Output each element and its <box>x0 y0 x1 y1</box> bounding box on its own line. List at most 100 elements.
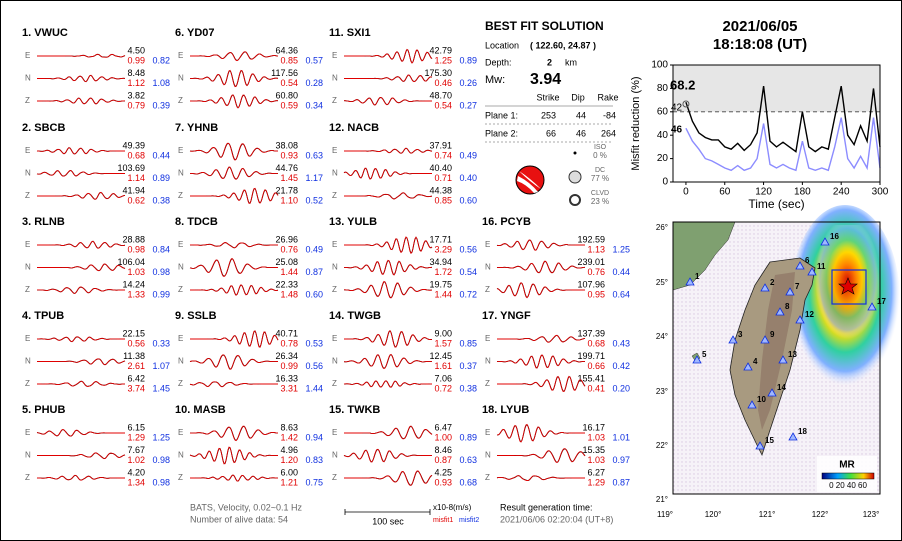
waveform-synthetic <box>36 147 125 155</box>
waveform-synthetic <box>189 381 278 388</box>
misfit1: 0.71 <box>434 173 452 183</box>
misfit1: 1.45 <box>280 173 298 183</box>
component-letter: E <box>25 146 30 155</box>
legend-misfit1: misfit1 <box>433 517 453 524</box>
component-letter: N <box>332 169 338 178</box>
misfit2: 0.84 <box>152 244 170 254</box>
misfit1: 0.95 <box>587 289 605 299</box>
plane-value: 264 <box>601 128 616 138</box>
component-letter: Z <box>332 379 337 388</box>
misfit1: 2.61 <box>127 361 145 371</box>
misfit1: 1.20 <box>280 455 298 465</box>
waveform-synthetic <box>343 380 432 388</box>
misfit2: 0.82 <box>152 55 170 65</box>
y-tick-label: 20 <box>657 153 669 164</box>
component-percent: 23 % <box>591 197 609 206</box>
component-letter: Z <box>178 191 183 200</box>
amplitude: 22.33 <box>275 279 298 289</box>
map: 119° 120° 121° 122° 123°26°25°24°23°22°21°12… <box>656 205 900 519</box>
amplitude: 6.47 <box>434 422 452 432</box>
station-marker <box>775 307 785 316</box>
waveform-synthetic <box>497 375 586 393</box>
station-number: 1 <box>695 272 700 281</box>
y-tick-label: 80 <box>657 83 669 94</box>
component-letter: E <box>178 240 183 249</box>
waveform-synthetic <box>344 236 433 255</box>
misfit2: 1.25 <box>612 244 630 254</box>
misfit2: 0.89 <box>459 432 477 442</box>
misfit1: 0.98 <box>127 244 145 254</box>
component-name: ISO <box>594 144 607 151</box>
component-letter: Z <box>485 285 490 294</box>
misfit1: 1.42 <box>280 432 298 442</box>
misfit1: 0.93 <box>434 477 452 487</box>
waveform-synthetic <box>344 470 433 486</box>
misfit1: 1.12 <box>127 78 145 88</box>
station-title: 17. YNGF <box>482 310 531 322</box>
misfit1: 1.10 <box>280 195 298 205</box>
misfit2: 0.52 <box>305 195 323 205</box>
misfit2: 0.49 <box>459 150 477 160</box>
misfit1: 1.33 <box>127 289 145 299</box>
location-label: Location <box>485 40 519 50</box>
misfit1: 1.29 <box>587 477 605 487</box>
waveform-synthetic <box>344 74 433 83</box>
station-marker <box>760 335 770 344</box>
amplitude: 49.39 <box>122 140 145 150</box>
misfit1: 0.66 <box>587 361 605 371</box>
misfit2: 0.39 <box>152 100 170 110</box>
component-letter: Z <box>178 96 183 105</box>
gen-time: 2021/06/06 02:20:04 (UT+8) <box>500 514 613 524</box>
y-tick-label: 100 <box>651 60 668 71</box>
misfit1: 0.46 <box>434 78 452 88</box>
waveform-synthetic <box>37 74 126 83</box>
misfit2: 1.25 <box>152 432 170 442</box>
station-marker <box>728 335 738 344</box>
station-title: 14. TWGB <box>329 310 381 322</box>
component-letter: N <box>485 357 491 366</box>
depth-unit: km <box>565 57 577 67</box>
waveform-synthetic <box>190 187 279 204</box>
amplitude: 199.71 <box>577 351 605 361</box>
time: 18:18:08 (UT) <box>713 36 807 53</box>
amplitude: 44.38 <box>429 185 452 195</box>
epicenter <box>838 277 858 295</box>
station-title: 8. TDCB <box>175 216 218 228</box>
component-letter: Z <box>25 379 30 388</box>
waveform-synthetic <box>37 191 126 200</box>
waveform-synthetic <box>37 452 126 460</box>
amplitude: 41.94 <box>122 185 145 195</box>
amplitude: 7.06 <box>434 373 452 383</box>
waveform-synthetic <box>190 94 278 109</box>
amplitude: 137.39 <box>577 328 605 338</box>
misfit1: 3.31 <box>280 383 298 393</box>
misfit1: 1.44 <box>434 289 452 299</box>
lat-label: 22° <box>656 441 668 450</box>
lat-label: 24° <box>656 332 668 341</box>
waveform-synthetic <box>497 354 585 369</box>
annotation: 68.2 <box>670 77 695 92</box>
lat-label: 26° <box>656 223 668 232</box>
amplitude: 9.00 <box>434 328 452 338</box>
misfit1: 0.68 <box>587 338 605 348</box>
station-marker <box>785 287 795 296</box>
amplitude: 107.96 <box>577 279 605 289</box>
depth-label: Depth: <box>485 57 512 67</box>
station-marker <box>767 388 777 397</box>
misfit1: 0.54 <box>434 100 452 110</box>
component-letter: N <box>485 263 491 272</box>
misfit-chart: 0 20 40 60 80 100 0 60 120 180 240 300 Time (sec) Mis… <box>630 60 889 212</box>
amplitude: 4.50 <box>127 45 145 55</box>
amplitude: 16.33 <box>275 373 298 383</box>
amplitude: 37.91 <box>429 140 452 150</box>
component-letter: N <box>485 451 491 460</box>
amplitude: 4.25 <box>434 467 452 477</box>
station-marker <box>743 362 753 371</box>
misfit2: 0.85 <box>459 338 477 348</box>
waveform-synthetic <box>344 147 433 154</box>
waveform-synthetic <box>344 259 433 276</box>
misfit2: 0.83 <box>305 455 323 465</box>
component-name: CLVD <box>591 190 609 197</box>
station-marker <box>820 237 830 246</box>
station-number: 4 <box>753 357 758 366</box>
